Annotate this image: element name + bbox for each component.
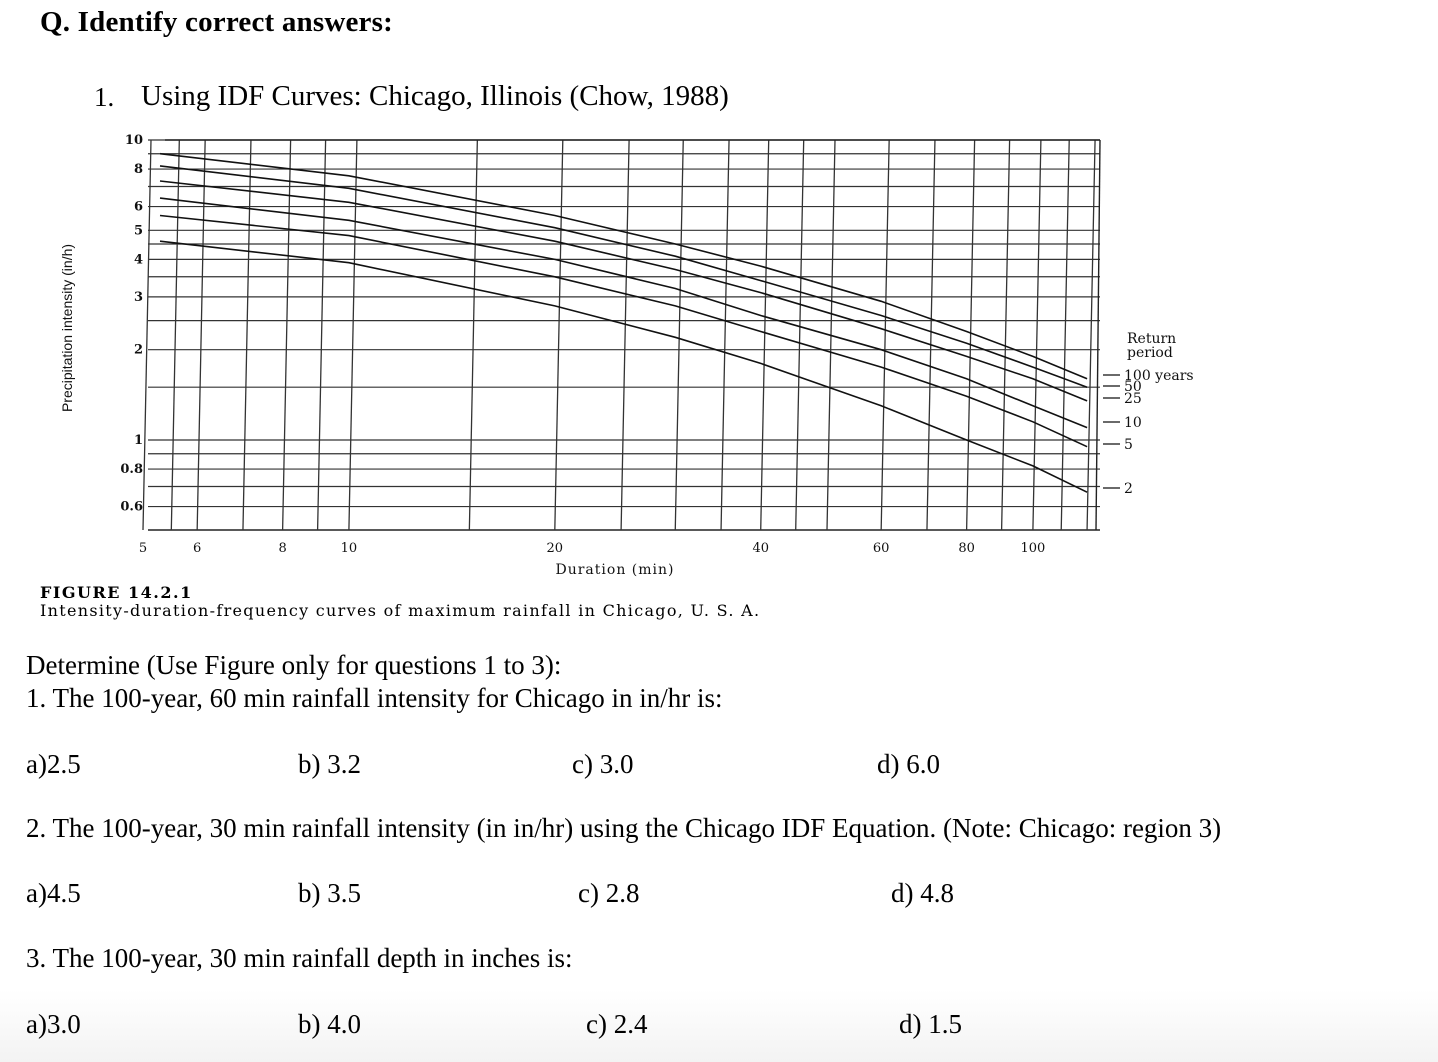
q2-option-b[interactable]: b) 3.5 bbox=[298, 878, 361, 908]
y-axis-ticks: 10 8 6 5 4 3 2 1 0.8 0.6 bbox=[120, 133, 143, 515]
svg-text:5: 5 bbox=[1124, 437, 1133, 453]
svg-text:10: 10 bbox=[125, 133, 143, 148]
svg-text:25: 25 bbox=[1124, 391, 1142, 407]
q2-option-c[interactable]: c) 2.8 bbox=[578, 878, 640, 908]
svg-text:period: period bbox=[1127, 345, 1173, 361]
svg-text:10: 10 bbox=[1124, 415, 1142, 431]
svg-text:5: 5 bbox=[139, 541, 147, 556]
q1-option-d[interactable]: d) 6.0 bbox=[877, 749, 940, 779]
svg-text:6: 6 bbox=[134, 200, 143, 215]
curve-10 bbox=[159, 197, 1088, 429]
svg-text:Return: Return bbox=[1127, 331, 1176, 347]
q3-option-c[interactable]: c) 2.4 bbox=[586, 1009, 648, 1039]
svg-text:20: 20 bbox=[547, 541, 564, 556]
curve-50 bbox=[159, 165, 1088, 388]
curve-100-years bbox=[159, 152, 1088, 380]
svg-text:100 years: 100 years bbox=[1124, 368, 1194, 384]
q1-option-a[interactable]: a)2.5 bbox=[26, 749, 81, 779]
chart-grid bbox=[142, 139, 1101, 531]
svg-text:5: 5 bbox=[134, 223, 143, 238]
svg-text:100: 100 bbox=[1020, 541, 1045, 556]
svg-text:6: 6 bbox=[193, 541, 201, 556]
q3-option-a[interactable]: a)3.0 bbox=[26, 1009, 81, 1039]
svg-text:0.8: 0.8 bbox=[120, 462, 143, 477]
svg-text:3: 3 bbox=[134, 290, 143, 305]
question-2-text: 2. The 100-year, 30 min rainfall intensi… bbox=[26, 813, 1222, 843]
svg-text:40: 40 bbox=[752, 541, 769, 556]
subquestion-number: 1. bbox=[94, 82, 115, 112]
question-1-text: 1. The 100-year, 60 min rainfall intensi… bbox=[26, 683, 723, 713]
subquestion-title: Using IDF Curves: Chicago, Illinois (Cho… bbox=[141, 80, 729, 112]
svg-text:0.6: 0.6 bbox=[120, 500, 143, 515]
curve-2 bbox=[159, 240, 1088, 493]
question-3-text: 3. The 100-year, 30 min rainfall depth i… bbox=[26, 943, 573, 973]
q1-option-c[interactable]: c) 3.0 bbox=[572, 749, 634, 779]
svg-text:8: 8 bbox=[134, 162, 143, 177]
q1-option-b[interactable]: b) 3.2 bbox=[298, 749, 361, 779]
x-axis-label: Duration (min) bbox=[556, 562, 675, 578]
svg-text:50: 50 bbox=[1124, 379, 1142, 395]
question-heading: Q. Identify correct answers: bbox=[40, 6, 393, 38]
figure-caption-title: FIGURE 14.2.1 bbox=[40, 583, 193, 602]
figure-caption-text: Intensity-duration-frequency curves of m… bbox=[40, 601, 761, 620]
svg-text:8: 8 bbox=[278, 541, 286, 556]
svg-text:2: 2 bbox=[1124, 481, 1133, 497]
idf-chart: 10 8 6 5 4 3 2 1 0.8 0.6 5 6 8 10 20 40 60 80 100 Precipi… bbox=[59, 133, 1194, 578]
svg-text:1: 1 bbox=[134, 433, 143, 448]
svg-text:80: 80 bbox=[958, 541, 975, 556]
svg-text:2: 2 bbox=[134, 343, 143, 358]
curve-25 bbox=[159, 180, 1088, 402]
y-axis-label: Precipitation intensity (in/h) bbox=[59, 244, 75, 412]
curve-5 bbox=[159, 214, 1088, 448]
q2-option-a[interactable]: a)4.5 bbox=[26, 878, 81, 908]
svg-text:4: 4 bbox=[134, 252, 143, 267]
questions-intro: Determine (Use Figure only for questions… bbox=[26, 650, 562, 680]
q3-option-d[interactable]: d) 1.5 bbox=[899, 1009, 962, 1039]
x-axis-ticks: 5 6 8 10 20 40 60 80 100 bbox=[139, 541, 1045, 556]
svg-text:60: 60 bbox=[873, 541, 890, 556]
q3-option-b[interactable]: b) 4.0 bbox=[298, 1009, 361, 1039]
svg-text:10: 10 bbox=[341, 541, 358, 556]
chart-curves bbox=[159, 152, 1088, 493]
q2-option-d[interactable]: d) 4.8 bbox=[891, 878, 954, 908]
